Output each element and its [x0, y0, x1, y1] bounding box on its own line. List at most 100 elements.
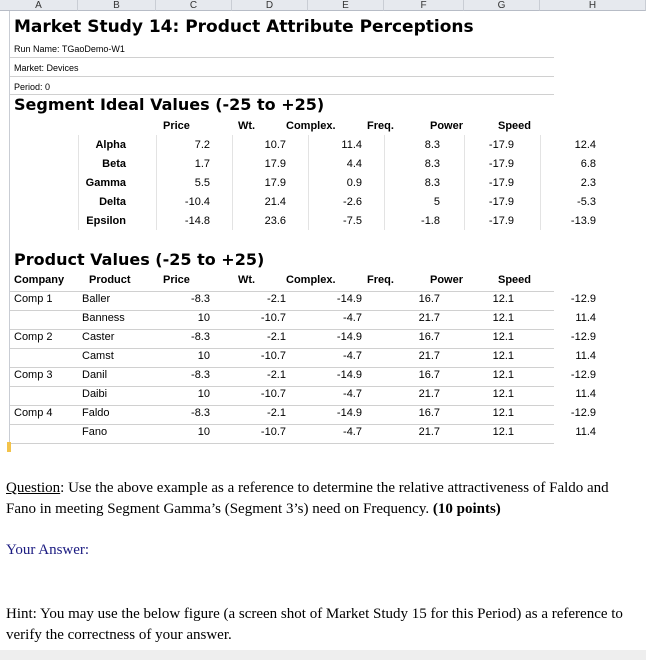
product-value-cell: -12.9 [570, 369, 596, 381]
product-value-cell: 21.7 [418, 388, 440, 400]
column-header-b: B [78, 0, 156, 11]
product-value-cell: 16.7 [418, 331, 440, 343]
product-value-cell: 12.1 [492, 426, 514, 438]
product-value-cell: 10 [197, 350, 210, 362]
segment-name: Gamma [85, 177, 126, 189]
product-value-cell: 12.1 [492, 407, 514, 419]
product-header-freq: Freq. [367, 274, 394, 286]
row-separator [10, 94, 554, 95]
question-body: : Use the above example as a reference t… [6, 480, 609, 517]
product-name-cell: Fano [82, 426, 108, 438]
product-header-speed: Speed [498, 274, 532, 286]
product-header-product: Product [89, 274, 131, 286]
segment-value-cell: 11.4 [341, 139, 362, 151]
run-name: Run Name: TGaoDemo-W1 [14, 44, 125, 54]
product-value-cell: 12.1 [492, 331, 514, 343]
question-text: Question: Use the above example as a ref… [6, 478, 636, 520]
product-value-cell: -14.9 [336, 331, 362, 343]
segment-value-cell: -17.9 [488, 158, 514, 170]
spreadsheet-screenshot: A B C D E F G H Market Study 14: Product… [0, 0, 646, 452]
row-separator [10, 424, 554, 425]
row-separator [10, 367, 554, 368]
segment-value-cell: 5.5 [194, 177, 210, 189]
product-value-cell: -2.1 [267, 331, 286, 343]
segment-value-cell: -10.4 [184, 196, 210, 208]
company-cell: Comp 2 [14, 331, 53, 343]
segment-value-cell: 0.9 [346, 177, 362, 189]
segment-value-cell: 1.7 [194, 158, 210, 170]
segment-header-complex: Complex. [286, 120, 336, 132]
column-header-e: E [308, 0, 384, 11]
row-separator [10, 76, 554, 77]
product-name-cell: Faldo [82, 407, 110, 419]
segment-value-cell: -14.8 [184, 215, 210, 227]
period-label: Period: 0 [14, 82, 51, 92]
row-separator [10, 443, 554, 444]
product-value-cell: 12.1 [492, 293, 514, 305]
grid-line [156, 135, 157, 230]
product-name-cell: Caster [82, 331, 115, 343]
product-value-cell: 10 [197, 426, 210, 438]
segment-name: Epsilon [86, 215, 126, 227]
product-value-cell: 11.4 [575, 426, 596, 438]
segment-value-cell: 12.4 [574, 139, 596, 151]
segment-value-cell: 8.3 [424, 139, 440, 151]
segment-value-cell: 23.6 [264, 215, 286, 227]
segment-header-speed: Speed [498, 120, 532, 132]
market-label: Market: Devices [14, 63, 79, 73]
question-label: Question [6, 480, 61, 496]
company-cell: Comp 3 [14, 369, 53, 381]
grid-line [464, 135, 465, 230]
segment-value-cell: -7.5 [343, 215, 362, 227]
product-value-cell: 10 [197, 388, 210, 400]
product-value-cell: -10.7 [260, 350, 286, 362]
product-value-cell: 16.7 [418, 293, 440, 305]
segment-value-cell: -5.3 [577, 196, 596, 208]
segment-header-price: Price [163, 120, 190, 132]
product-value-cell: 11.4 [575, 350, 596, 362]
row-separator [10, 57, 554, 58]
product-value-cell: 10 [197, 312, 210, 324]
product-value-cell: -14.9 [336, 293, 362, 305]
product-value-cell: 21.7 [418, 312, 440, 324]
segment-value-cell: -17.9 [488, 177, 514, 189]
segment-value-cell: 8.3 [424, 177, 440, 189]
product-name-cell: Baller [82, 293, 111, 305]
segment-header-power: Power [430, 120, 464, 132]
row-separator [10, 310, 554, 311]
segment-section-title: Segment Ideal Values (-25 to +25) [14, 95, 325, 114]
product-value-cell: -8.3 [191, 293, 210, 305]
product-header-price: Price [163, 274, 190, 286]
segment-value-cell: 21.4 [264, 196, 286, 208]
segment-value-cell: -17.9 [488, 215, 514, 227]
product-value-cell: -10.7 [260, 312, 286, 324]
segment-value-cell: 6.8 [580, 158, 596, 170]
grid-line [78, 135, 79, 230]
product-value-cell: -4.7 [343, 350, 362, 362]
segment-name: Alpha [95, 139, 126, 151]
product-value-cell: -2.1 [267, 293, 286, 305]
segment-header-freq: Freq. [367, 120, 394, 132]
hint-text: Hint: You may use the below figure (a sc… [6, 606, 623, 643]
product-value-cell: 12.1 [492, 312, 514, 324]
segment-value-cell: -1.8 [421, 215, 440, 227]
product-section-title: Product Values (-25 to +25) [14, 250, 265, 269]
product-value-cell: 16.7 [418, 407, 440, 419]
product-name-cell: Banness [82, 312, 125, 324]
question-points: (10 points) [432, 501, 501, 517]
product-value-cell: -14.9 [336, 407, 362, 419]
segment-value-cell: 7.2 [194, 139, 210, 151]
segment-value-cell: 10.7 [264, 139, 286, 151]
product-header-company: Company [14, 274, 65, 286]
product-value-cell: 12.1 [492, 388, 514, 400]
product-value-cell: -2.1 [267, 407, 286, 419]
answer-label: Your Answer: [6, 542, 90, 558]
product-header-power: Power [430, 274, 464, 286]
grid-line [384, 135, 385, 230]
product-value-cell: 11.4 [575, 388, 596, 400]
grid-line [540, 135, 541, 230]
product-value-cell: -10.7 [260, 426, 286, 438]
product-name-cell: Danil [82, 369, 108, 381]
row-header-rule [9, 11, 10, 447]
product-value-cell: 11.4 [575, 312, 596, 324]
